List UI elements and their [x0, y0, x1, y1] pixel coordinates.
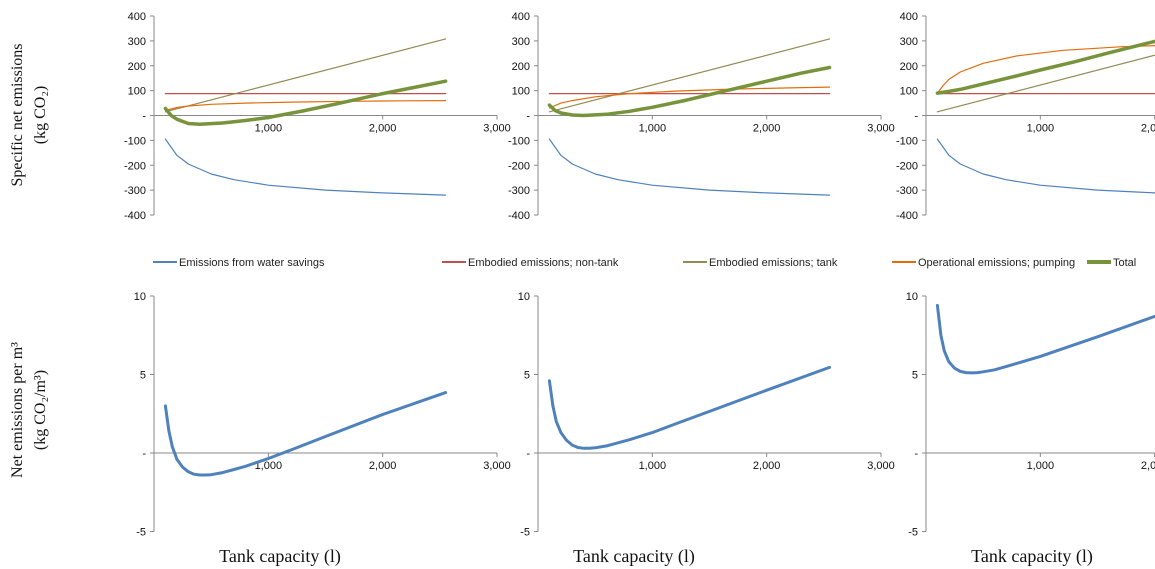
y-tick-label: -100 — [508, 135, 530, 147]
y-tick-label: 5 — [524, 370, 530, 382]
x-tick-label: 1,000 — [255, 460, 283, 472]
y-tick-label: 300 — [512, 36, 530, 48]
y-tick-label: -5 — [136, 527, 146, 539]
x-tick-label: 1,000 — [639, 460, 667, 472]
series-line-operational-emissions-pumping — [164, 99, 447, 112]
y-tick-label: -5 — [908, 527, 918, 539]
legend: Emissions from water savings Embodied emi… — [153, 257, 1136, 269]
y-tick-label: 5 — [140, 370, 146, 382]
y-tick-label: 400 — [128, 11, 146, 23]
y-tick-label: -400 — [124, 210, 146, 222]
x-tick-label: 1,000 — [1027, 123, 1055, 135]
y-tick-label: 200 — [128, 61, 146, 73]
series-line-total — [547, 65, 832, 118]
series-line-operational-emissions-pumping — [548, 86, 831, 109]
y-tick-label: 10 — [518, 291, 530, 303]
xlabel-middle: Tank capacity (l) — [573, 546, 695, 567]
legend-item-embodied-emissions-tank: Embodied emissions; tank — [683, 257, 838, 269]
x-tick-label: 2,000 — [1141, 460, 1155, 472]
y-tick-label: 200 — [900, 61, 918, 73]
y-tick-label: 400 — [512, 11, 530, 23]
y-tick-label: 5 — [912, 370, 918, 382]
legend-item-total: Total — [1087, 257, 1136, 269]
series-line-emissions-from-water-savings — [936, 138, 1155, 194]
y-tick-label: - — [914, 448, 918, 460]
series-line-operational-emissions-pumping — [936, 45, 1155, 94]
series-line-net-emissions-per-m3 — [547, 365, 831, 450]
y-tick-label: -300 — [124, 185, 146, 197]
series-line-embodied-emissions-tank — [164, 38, 447, 113]
y-tick-label: 100 — [128, 86, 146, 98]
y-tick-label: -400 — [508, 210, 530, 222]
x-tick-label: 2,000 — [369, 460, 397, 472]
xlabel-right: Tank capacity (l) — [971, 546, 1093, 567]
y-tick-label: -5 — [520, 527, 530, 539]
y-tick-label: 200 — [512, 61, 530, 73]
xlabel-left: Tank capacity (l) — [219, 546, 341, 567]
legend-label: Emissions from water savings — [179, 257, 325, 269]
y-tick-label: -400 — [896, 210, 918, 222]
y-tick-label: -100 — [896, 135, 918, 147]
x-tick-label: 2,000 — [1141, 123, 1155, 135]
legend-item-embodied-emissions-non-tank: Embodied emissions; non-tank — [442, 257, 619, 269]
series-line-embodied-emissions-tank — [548, 38, 831, 113]
x-tick-label: 3,000 — [483, 460, 511, 472]
chart-top-middle: 400 300 200 100 - -100 -200 -300 -400 1,000 2,000 3… — [508, 11, 895, 222]
x-tick-label: 3,000 — [867, 123, 895, 135]
series-line-total — [935, 39, 1155, 95]
x-tick-label: 3,000 — [867, 460, 895, 472]
bottom-ylabel-line1: Net emissions per m³ — [9, 342, 26, 478]
y-tick-label: 100 — [512, 86, 530, 98]
top-ylabel-line1: Specific net emissions — [9, 43, 26, 186]
series-line-embodied-emissions-tank — [936, 54, 1155, 113]
chart-bottom-left: 10 5 - -5 1,000 2,000 3,000 — [134, 291, 511, 539]
y-tick-label: - — [914, 111, 918, 123]
y-tick-label: -300 — [896, 185, 918, 197]
chart-top-left: 400 300 200 100 - -100 -200 -300 -400 1,000 2,000 3… — [124, 11, 511, 222]
bottom-ylabel-line2: (kg CO₂/m³) — [32, 370, 49, 450]
top-ylabel-line2: (kg CO₂) — [32, 86, 49, 144]
legend-item-emissions-from-water-savings: Emissions from water savings — [153, 257, 325, 269]
y-tick-label: -200 — [508, 160, 530, 172]
x-tick-label: 2,000 — [369, 123, 397, 135]
y-tick-label: - — [526, 111, 530, 123]
y-tick-label: 300 — [128, 36, 146, 48]
legend-item-operational-emissions-pumping: Operational emissions; pumping — [892, 257, 1075, 269]
series-line-net-emissions-per-m3 — [163, 391, 448, 477]
x-tick-label: 3,000 — [483, 123, 511, 135]
legend-label: Operational emissions; pumping — [918, 257, 1075, 269]
x-tick-label: 2,000 — [753, 460, 781, 472]
y-tick-label: - — [526, 448, 530, 460]
legend-label: Total — [1113, 257, 1136, 269]
y-tick-label: 10 — [906, 291, 918, 303]
series-line-total — [163, 79, 448, 126]
series-line-emissions-from-water-savings — [548, 138, 831, 196]
x-tick-label: 1,000 — [639, 123, 667, 135]
x-tick-label: 1,000 — [1027, 460, 1055, 472]
series-line-emissions-from-water-savings — [164, 138, 447, 196]
chart-bottom-middle: 10 5 - -5 1,000 2,000 3,000 — [518, 291, 895, 539]
series-line-net-emissions-per-m3 — [935, 303, 1155, 375]
y-tick-label: - — [142, 111, 146, 123]
x-tick-label: 2,000 — [753, 123, 781, 135]
legend-label: Embodied emissions; tank — [709, 257, 838, 269]
y-tick-label: 300 — [900, 36, 918, 48]
y-tick-label: -200 — [124, 160, 146, 172]
y-tick-label: 10 — [134, 291, 146, 303]
y-tick-label: - — [142, 448, 146, 460]
x-tick-label: 1,000 — [255, 123, 283, 135]
y-tick-label: 100 — [900, 86, 918, 98]
legend-label: Embodied emissions; non-tank — [468, 257, 619, 269]
y-tick-label: 400 — [900, 11, 918, 23]
y-tick-label: -200 — [896, 160, 918, 172]
y-tick-label: -300 — [508, 185, 530, 197]
chart-top-right: 400300200100--100-200-300-4001,0002,0003… — [896, 11, 1155, 222]
y-tick-label: -100 — [124, 135, 146, 147]
